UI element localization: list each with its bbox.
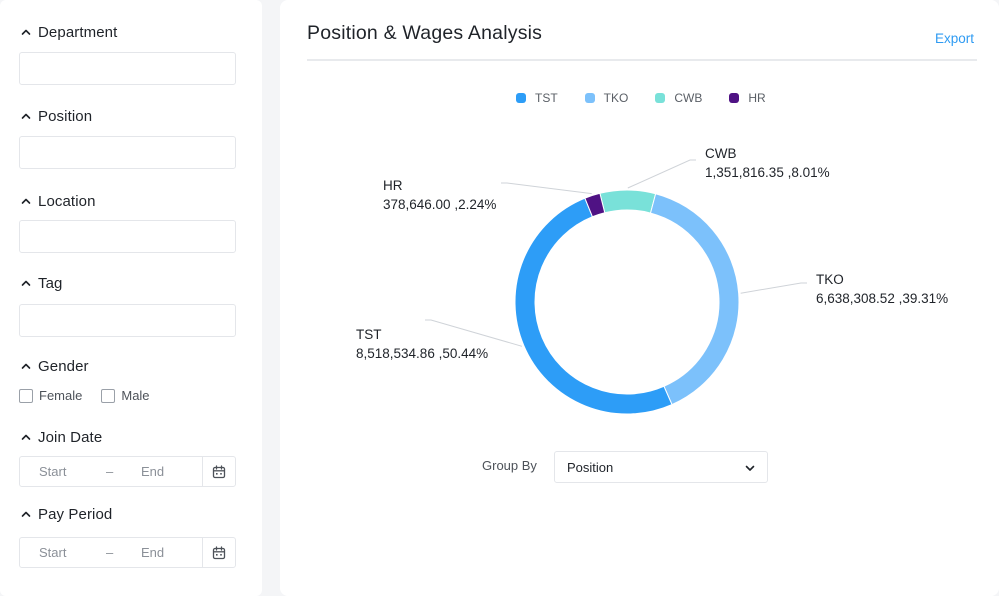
donut-slice-tko[interactable]: [649, 193, 740, 406]
range-separator: –: [106, 545, 114, 560]
chevron-down-icon: [744, 462, 756, 474]
chevron-up-icon: [20, 195, 32, 207]
pay-period-start-input[interactable]: Start: [39, 545, 67, 560]
legend-swatch: [729, 93, 740, 103]
department-collapse-toggle[interactable]: Department: [0, 22, 262, 42]
gender-label: Gender: [38, 357, 89, 375]
department-label: Department: [38, 23, 118, 41]
checkbox-box[interactable]: [19, 388, 33, 403]
legend-swatch: [516, 93, 526, 103]
slice-label-tko: TKO: [816, 272, 844, 287]
join-date-filter: Join Date: [0, 427, 262, 447]
chart-legend: TST TKO CWB HR: [516, 91, 766, 105]
slice-value-hr: 378,646.00 ,2.24%: [383, 197, 496, 212]
gender-options: Female Male: [19, 388, 169, 403]
legend-label: TKO: [603, 91, 629, 105]
legend-label: HR: [748, 91, 766, 105]
slice-value-tst: 8,518,534.86 ,50.44%: [356, 346, 488, 361]
title-divider: [307, 59, 977, 61]
department-filter: Department: [0, 22, 262, 42]
chevron-up-icon: [20, 508, 32, 520]
legend-label: TST: [535, 91, 558, 105]
location-label: Location: [38, 192, 96, 210]
chevron-up-icon: [20, 277, 32, 289]
range-separator: –: [106, 464, 114, 479]
legend-item-cwb[interactable]: CWB: [655, 91, 702, 105]
male-checkbox[interactable]: Male: [101, 388, 150, 403]
legend-item-hr[interactable]: HR: [729, 91, 766, 105]
position-label: Position: [38, 107, 93, 125]
tag-collapse-toggle[interactable]: Tag: [0, 273, 262, 293]
legend-swatch: [584, 93, 595, 103]
chevron-up-icon: [20, 26, 32, 38]
group-by-select[interactable]: Position: [554, 451, 768, 483]
position-collapse-toggle[interactable]: Position: [0, 106, 262, 126]
legend-item-tst[interactable]: TST: [516, 91, 558, 105]
donut-slice-tst[interactable]: [514, 197, 673, 415]
donut-chart: CWB 1,351,816.35 ,8.01% TKO 6,638,308.52 ,3…: [356, 146, 948, 415]
female-checkbox[interactable]: Female: [19, 388, 82, 403]
pay-period-end-input[interactable]: End: [141, 545, 165, 560]
female-label: Female: [39, 388, 83, 403]
join-date-start-input[interactable]: Start: [39, 464, 67, 479]
page-title: Position & Wages Analysis: [307, 22, 543, 44]
position-filter: Position: [0, 106, 262, 126]
leader-line-cwb: [627, 159, 696, 189]
chevron-up-icon: [20, 360, 32, 372]
legend-label: CWB: [674, 91, 703, 105]
join-date-range-picker[interactable]: Start – End: [19, 456, 236, 487]
slice-value-tko: 6,638,308.52 ,39.31%: [816, 291, 948, 306]
join-date-end-input[interactable]: End: [141, 464, 165, 479]
slice-label-hr: HR: [383, 178, 403, 193]
pay-period-collapse-toggle[interactable]: Pay Period: [0, 504, 262, 524]
filter-panel: Department Position Location Tag Gender: [0, 0, 262, 596]
chevron-up-icon: [20, 431, 32, 443]
legend-swatch: [655, 93, 666, 103]
calendar-icon[interactable]: [202, 457, 235, 486]
gender-collapse-toggle[interactable]: Gender: [0, 356, 262, 376]
group-by-value: Position: [567, 459, 614, 475]
pay-period-range-picker[interactable]: Start – End: [19, 537, 236, 568]
export-link[interactable]: Export: [934, 31, 974, 46]
gender-filter: Gender: [0, 356, 262, 376]
leader-line-tst: [425, 319, 523, 347]
slice-label-tst: TST: [356, 327, 382, 342]
donut-slice-hr[interactable]: [584, 192, 606, 218]
donut-slice-cwb[interactable]: [599, 189, 657, 214]
join-date-label: Join Date: [38, 428, 103, 446]
tag-filter: Tag: [0, 273, 262, 293]
group-by-label: Group By: [482, 458, 537, 473]
tag-label: Tag: [38, 274, 63, 292]
pay-period-label: Pay Period: [38, 505, 113, 523]
department-input[interactable]: [19, 52, 236, 85]
leader-line-tko: [740, 282, 807, 294]
checkbox-box[interactable]: [101, 388, 116, 403]
slice-value-cwb: 1,351,816.35 ,8.01%: [705, 165, 830, 180]
location-input[interactable]: [19, 220, 236, 253]
chevron-up-icon: [20, 110, 32, 122]
tag-input[interactable]: [19, 304, 236, 337]
calendar-icon[interactable]: [202, 538, 235, 567]
join-date-collapse-toggle[interactable]: Join Date: [0, 427, 262, 447]
position-input[interactable]: [19, 136, 236, 169]
location-filter: Location: [0, 191, 262, 211]
legend-item-tko[interactable]: TKO: [584, 91, 629, 105]
pay-period-filter: Pay Period: [0, 504, 262, 524]
leader-line-hr: [501, 182, 592, 195]
location-collapse-toggle[interactable]: Location: [0, 191, 262, 211]
analysis-card: Position & Wages Analysis Export TST TKO…: [280, 0, 999, 596]
slice-label-cwb: CWB: [705, 146, 737, 161]
male-label: Male: [121, 388, 150, 403]
